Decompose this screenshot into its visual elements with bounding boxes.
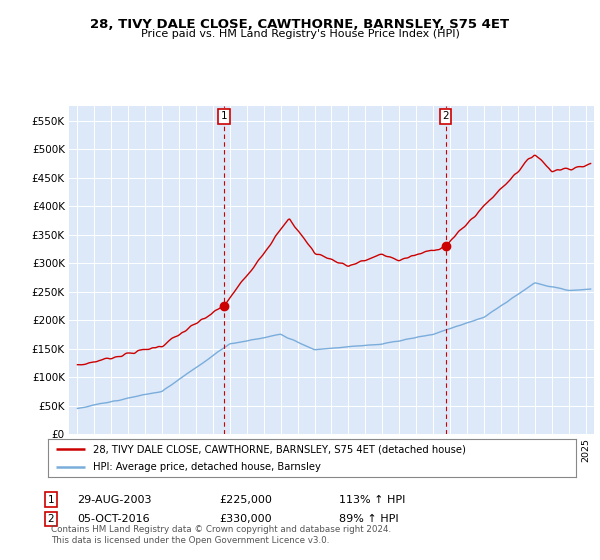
Text: £225,000: £225,000 [219, 494, 272, 505]
Text: 28, TIVY DALE CLOSE, CAWTHORNE, BARNSLEY, S75 4ET: 28, TIVY DALE CLOSE, CAWTHORNE, BARNSLEY… [91, 18, 509, 31]
Text: 28, TIVY DALE CLOSE, CAWTHORNE, BARNSLEY, S75 4ET (detached house): 28, TIVY DALE CLOSE, CAWTHORNE, BARNSLEY… [93, 444, 466, 454]
Text: 89% ↑ HPI: 89% ↑ HPI [339, 514, 398, 524]
Text: 2: 2 [443, 111, 449, 122]
Text: £330,000: £330,000 [219, 514, 272, 524]
Text: 29-AUG-2003: 29-AUG-2003 [77, 494, 151, 505]
Text: Contains HM Land Registry data © Crown copyright and database right 2024.
This d: Contains HM Land Registry data © Crown c… [51, 525, 391, 545]
Text: 05-OCT-2016: 05-OCT-2016 [77, 514, 149, 524]
Text: Price paid vs. HM Land Registry's House Price Index (HPI): Price paid vs. HM Land Registry's House … [140, 29, 460, 39]
Text: HPI: Average price, detached house, Barnsley: HPI: Average price, detached house, Barn… [93, 462, 321, 472]
Text: 2: 2 [47, 514, 55, 524]
Text: 113% ↑ HPI: 113% ↑ HPI [339, 494, 406, 505]
Text: 1: 1 [47, 494, 55, 505]
Text: 1: 1 [221, 111, 227, 122]
